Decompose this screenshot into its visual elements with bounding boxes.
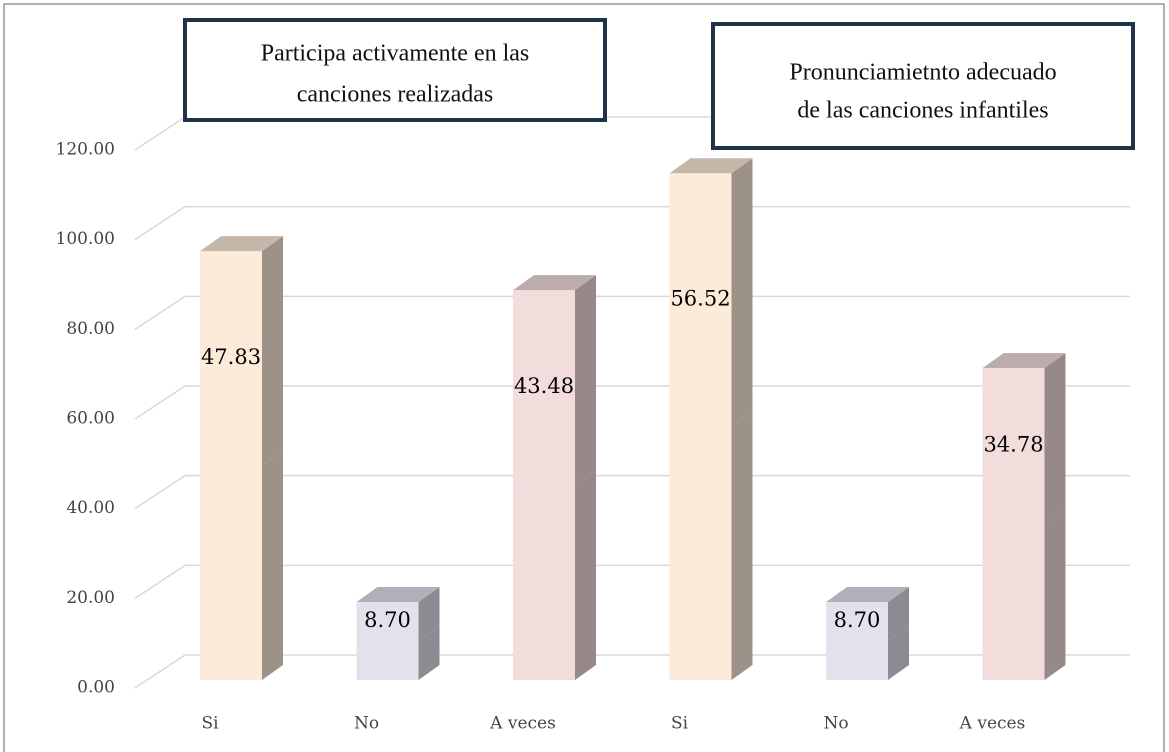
bar-side	[731, 158, 753, 427]
bar-front	[356, 640, 419, 680]
y-tick-label: 120.00	[56, 140, 115, 160]
bar-side	[1044, 509, 1066, 680]
bar-front	[826, 601, 888, 641]
y-tick-label: 20.00	[66, 588, 115, 608]
x-tick-label: A veces	[489, 714, 556, 734]
annotation-box	[183, 18, 607, 122]
x-tick-label: No	[823, 714, 848, 734]
bar-side	[888, 586, 909, 641]
bar-segment	[826, 625, 909, 680]
grid-line	[134, 474, 1130, 510]
bar-side	[575, 275, 596, 486]
annotation-text: Pronunciamietnto adecuado	[789, 60, 1056, 86]
bar-segment	[356, 586, 440, 641]
grid-line	[134, 654, 1130, 689]
x-tick-label: Si	[201, 714, 219, 734]
bar-top	[356, 586, 440, 602]
data-label: 43.48	[514, 374, 574, 398]
y-tick-label: 0.00	[77, 678, 115, 698]
bar-front	[200, 465, 262, 680]
bar-side	[575, 470, 596, 680]
bar-top	[200, 236, 283, 252]
bar-side	[262, 236, 283, 466]
bar-segment	[826, 586, 909, 641]
bar-side	[418, 586, 440, 641]
y-tick-label: 100.00	[56, 229, 115, 249]
bar-segment	[200, 450, 283, 680]
bar-front	[669, 173, 732, 427]
annotation-text: canciones realizadas	[297, 82, 494, 108]
y-tick-label: 80.00	[66, 319, 115, 339]
bar-front	[356, 601, 419, 641]
bar-segment	[982, 509, 1066, 680]
data-label: 56.52	[670, 286, 730, 310]
bar-top	[669, 158, 753, 174]
bar-segment	[513, 470, 596, 680]
annotation-text: Participa activamente en las	[261, 41, 530, 67]
annotation-box	[711, 22, 1135, 150]
bar-side	[1044, 353, 1066, 525]
frame	[3, 3, 1165, 752]
bar-segment	[982, 353, 1066, 525]
bar-side	[888, 625, 909, 680]
bar-segment	[356, 625, 440, 680]
data-label: 8.70	[364, 608, 411, 632]
y-tick-label: 60.00	[66, 409, 115, 429]
y-tick-label: 40.00	[66, 498, 115, 518]
bar-side	[262, 450, 283, 680]
bar-side	[418, 625, 440, 680]
bar-segment	[669, 158, 753, 427]
data-label: 47.83	[201, 345, 261, 369]
bar-front	[513, 485, 575, 680]
bar-top	[826, 586, 909, 602]
annotation-text: de las canciones infantiles	[797, 98, 1048, 124]
bar-segment	[669, 411, 753, 680]
x-tick-label: Si	[671, 714, 689, 734]
grid-line	[134, 564, 1130, 599]
bar-top	[982, 353, 1066, 369]
bar-front	[982, 524, 1045, 680]
bar-front	[982, 368, 1045, 525]
bar-front	[513, 290, 575, 486]
bar-front	[826, 640, 888, 680]
bar-front	[669, 426, 732, 680]
bar-segment	[513, 275, 596, 486]
data-label: 8.70	[834, 608, 881, 632]
bar-top	[513, 275, 596, 291]
x-tick-label: No	[354, 714, 379, 734]
bar-side	[731, 411, 753, 680]
bar-segment	[200, 236, 283, 466]
grid-line	[134, 385, 1130, 420]
grid-line	[134, 205, 1130, 241]
data-label: 34.78	[983, 433, 1043, 457]
grid-line	[134, 295, 1130, 330]
bar-front	[200, 251, 262, 466]
x-tick-label: A veces	[959, 714, 1026, 734]
